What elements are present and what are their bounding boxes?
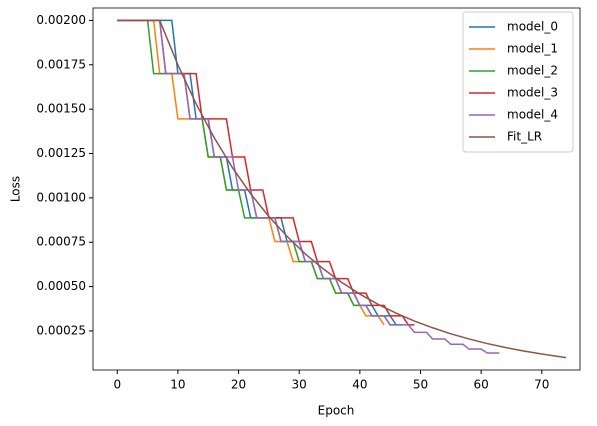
series-line <box>117 19 403 326</box>
series-line <box>117 19 415 326</box>
legend-label: model_0 <box>507 20 558 34</box>
x-tick-label: 10 <box>170 378 185 392</box>
y-tick-label: 0.00025 <box>36 323 86 337</box>
x-tick-label: 70 <box>534 378 549 392</box>
legend-label: model_2 <box>507 64 558 78</box>
x-tick-label: 60 <box>474 378 489 392</box>
series-line <box>117 19 567 359</box>
x-tick-label: 0 <box>113 378 121 392</box>
x-tick-label: 40 <box>352 378 367 392</box>
y-tick-label: 0.00125 <box>36 146 86 160</box>
y-tick-label: 0.00200 <box>36 13 86 27</box>
series-line <box>117 19 500 354</box>
y-tick-label: 0.00075 <box>36 235 86 249</box>
x-axis-label: Epoch <box>318 404 355 418</box>
legend-label: Fit_LR <box>507 130 542 144</box>
y-tick-label: 0.00050 <box>36 279 86 293</box>
x-tick-label: 30 <box>292 378 307 392</box>
x-tick-label: 20 <box>231 378 246 392</box>
y-tick-label: 0.00100 <box>36 190 86 204</box>
legend-label: model_3 <box>507 86 558 100</box>
axes-frame <box>92 7 581 371</box>
y-tick-label: 0.00175 <box>36 57 86 71</box>
x-tick-label: 50 <box>413 378 428 392</box>
legend: model_0 model_1 model_2 model_3 model_4 Fit_L… <box>462 11 574 153</box>
y-tick-label: 0.00150 <box>36 102 86 116</box>
legend-label: model_1 <box>507 42 558 56</box>
y-axis-label: Loss <box>9 176 23 202</box>
legend-box <box>462 11 574 153</box>
legend-label: model_4 <box>507 108 558 122</box>
